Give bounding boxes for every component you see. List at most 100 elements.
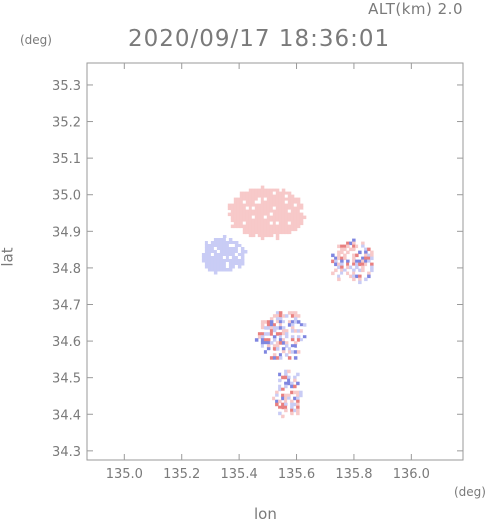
- data-cell-central-cluster: [266, 326, 271, 330]
- data-cell-north-lobe: [239, 200, 244, 205]
- data-cell-south-cluster: [275, 396, 279, 401]
- data-cell-northwest-lobe: [204, 262, 209, 266]
- data-cell-north-lobe: [251, 233, 256, 238]
- data-cell-north-lobe: [251, 203, 256, 208]
- data-cell-northwest-lobe: [213, 271, 218, 275]
- data-cell-north-lobe: [299, 221, 304, 226]
- data-cell-east-cluster: [337, 265, 341, 270]
- data-cell-south-cluster: [275, 390, 279, 395]
- data-cell-central-cluster: [281, 329, 286, 333]
- data-cell-east-cluster: [340, 274, 344, 279]
- data-cell-north-lobe: [266, 197, 271, 202]
- data-cell-south-cluster: [296, 405, 300, 410]
- data-cell-central-cluster: [278, 332, 283, 336]
- data-cell-northwest-lobe: [216, 247, 221, 251]
- data-cell-north-lobe: [272, 188, 277, 193]
- data-cell-north-lobe: [269, 197, 274, 202]
- y-tick-label: 35.1: [52, 152, 81, 167]
- data-cell-east-cluster: [346, 250, 350, 255]
- data-cell-northwest-lobe: [237, 244, 242, 248]
- data-cell-south-cluster: [278, 399, 282, 404]
- data-cell-north-lobe: [290, 200, 295, 205]
- data-cell-north-lobe: [242, 197, 247, 202]
- data-cell-south-cluster: [284, 408, 288, 413]
- data-cell-northwest-lobe: [225, 238, 230, 242]
- data-cell-northwest-lobe: [237, 259, 242, 263]
- data-cell-north-lobe: [287, 206, 292, 211]
- data-cell-northwest-lobe: [207, 268, 212, 272]
- data-cell-north-lobe: [278, 224, 283, 229]
- data-cell-south-cluster: [281, 381, 285, 386]
- data-cell-northwest-lobe: [234, 265, 239, 269]
- data-cell-east-cluster: [355, 271, 359, 276]
- data-cell-central-cluster: [275, 344, 280, 348]
- altitude-label: ALT(km) 2.0: [368, 0, 463, 18]
- y-tick-label: 34.4: [52, 408, 81, 423]
- data-cell-south-cluster: [293, 378, 297, 383]
- data-cell-north-lobe: [230, 224, 235, 229]
- data-cell-north-lobe: [257, 212, 262, 217]
- data-cell-north-lobe: [269, 224, 274, 229]
- data-cell-north-lobe: [245, 197, 250, 202]
- data-cell-north-lobe: [254, 221, 259, 226]
- data-cell-central-cluster: [284, 332, 289, 336]
- data-cell-south-cluster: [278, 411, 282, 416]
- data-cell-north-lobe: [281, 227, 286, 232]
- data-cell-north-lobe: [269, 203, 274, 208]
- data-cell-north-lobe: [257, 194, 262, 199]
- data-cell-north-lobe: [242, 206, 247, 211]
- data-cell-east-cluster: [352, 277, 356, 282]
- data-cell-north-lobe: [278, 203, 283, 208]
- data-cell-north-lobe: [251, 209, 256, 214]
- data-cell-north-lobe: [272, 230, 277, 235]
- data-cell-east-cluster: [358, 250, 362, 255]
- data-cell-northwest-lobe: [228, 241, 233, 245]
- data-cell-northwest-lobe: [234, 256, 239, 260]
- data-cell-north-lobe: [260, 185, 265, 190]
- x-tick-label: 135.2: [163, 467, 200, 482]
- data-cell-central-cluster: [260, 341, 265, 345]
- data-cell-central-cluster: [290, 350, 295, 354]
- data-cell-north-lobe: [236, 197, 241, 202]
- data-cell-east-cluster: [361, 241, 365, 246]
- data-cell-northwest-lobe: [228, 256, 233, 260]
- data-cell-northwest-lobe: [216, 250, 221, 254]
- data-cell-northwest-lobe: [222, 238, 227, 242]
- data-cell-south-cluster: [284, 369, 288, 374]
- data-cell-south-cluster: [284, 396, 288, 401]
- data-cell-north-lobe: [260, 209, 265, 214]
- y-tick-label: 34.5: [52, 372, 81, 387]
- data-cell-north-lobe: [248, 230, 253, 235]
- data-cell-east-cluster: [352, 256, 356, 261]
- data-cell-central-cluster: [296, 329, 301, 333]
- data-cell-central-cluster: [257, 332, 262, 336]
- data-cell-north-lobe: [266, 188, 271, 193]
- data-cell-east-cluster: [349, 271, 353, 276]
- data-cell-north-lobe: [266, 203, 271, 208]
- data-cell-north-lobe: [254, 212, 259, 217]
- data-cell-north-lobe: [281, 212, 286, 217]
- data-cell-northwest-lobe: [219, 253, 224, 257]
- data-cell-north-lobe: [275, 206, 280, 211]
- data-cell-northwest-lobe: [219, 250, 224, 254]
- data-cell-central-cluster: [260, 323, 265, 327]
- data-cell-north-lobe: [245, 203, 250, 208]
- data-cell-north-lobe: [239, 221, 244, 226]
- data-cell-north-lobe: [242, 200, 247, 205]
- data-cell-northwest-lobe: [213, 241, 218, 245]
- data-cell-south-cluster: [296, 411, 300, 416]
- data-cell-central-cluster: [275, 332, 280, 336]
- data-cell-east-cluster: [334, 259, 338, 264]
- data-cell-east-cluster: [346, 244, 350, 249]
- data-cell-north-lobe: [251, 218, 256, 223]
- data-cell-northwest-lobe: [216, 238, 221, 242]
- data-cell-south-cluster: [290, 399, 294, 404]
- x-tick-label: 136.0: [393, 467, 430, 482]
- data-cell-north-lobe: [272, 209, 277, 214]
- data-cell-north-lobe: [260, 194, 265, 199]
- data-cell-northwest-lobe: [213, 268, 218, 272]
- data-cell-east-cluster: [364, 262, 368, 267]
- data-cell-northwest-lobe: [219, 256, 224, 260]
- data-cell-east-cluster: [349, 247, 353, 252]
- data-cell-north-lobe: [290, 218, 295, 223]
